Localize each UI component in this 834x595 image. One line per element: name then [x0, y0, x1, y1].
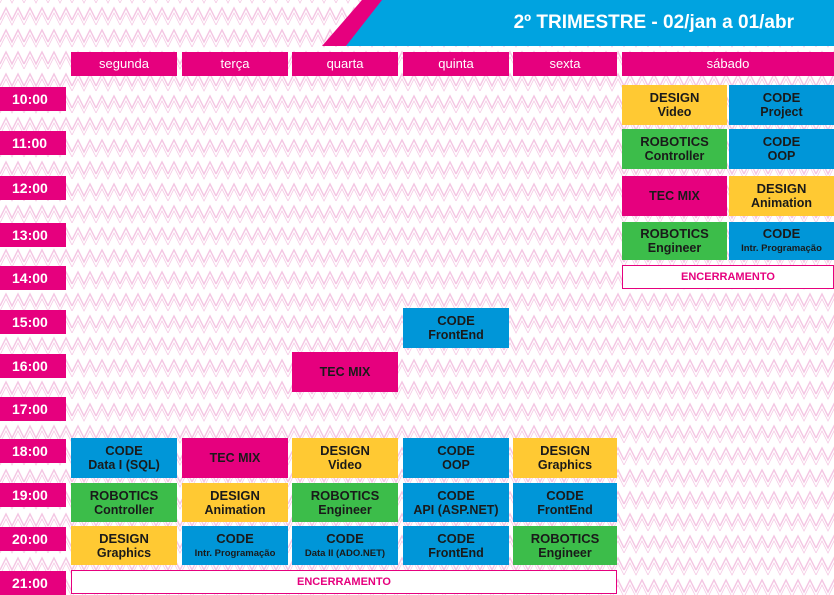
class-topic: FrontEnd: [428, 545, 484, 560]
class-category: ROBOTICS: [89, 487, 159, 503]
day-header-sexta: sexta: [513, 52, 617, 76]
class-block[interactable]: CODE FrontEnd: [403, 526, 509, 565]
class-topic: API (ASP.NET): [413, 502, 499, 517]
class-category: CODE: [437, 313, 475, 328]
class-block[interactable]: ROBOTICS Engineer: [513, 526, 617, 565]
day-header-segunda: segunda: [71, 52, 177, 76]
class-topic: Graphics: [537, 458, 593, 472]
class-topic: Engineer: [538, 545, 592, 560]
class-category: DESIGN: [210, 487, 260, 503]
class-category: ROBOTICS: [310, 487, 380, 503]
class-block[interactable]: DESIGN Video: [622, 85, 727, 125]
day-header-sabado: sábado: [622, 52, 834, 76]
class-block[interactable]: CODE Intr. Programação: [729, 222, 834, 260]
class-block[interactable]: ROBOTICS Controller: [622, 129, 727, 169]
class-category: CODE: [437, 443, 475, 458]
class-block[interactable]: CODE Intr. Programação: [182, 526, 288, 565]
day-header-quinta: quinta: [403, 52, 509, 76]
class-block[interactable]: DESIGN Animation: [729, 176, 834, 216]
class-category: CODE: [326, 530, 364, 546]
page-title: 2º TRIMESTRE - 02/jan a 01/abr: [513, 12, 794, 33]
class-category: DESIGN: [320, 443, 370, 458]
time-label-13: 13:00: [0, 223, 66, 247]
day-header-terca: terça: [182, 52, 288, 76]
class-topic: FrontEnd: [428, 328, 484, 342]
class-category: CODE: [437, 487, 475, 503]
time-label-12: 12:00: [0, 176, 66, 200]
time-label-18: 18:00: [0, 439, 66, 463]
class-block[interactable]: CODE FrontEnd: [403, 308, 509, 348]
class-block[interactable]: TEC MIX: [182, 438, 288, 478]
class-topic: Controller: [644, 149, 705, 163]
class-block[interactable]: CODE OOP: [729, 129, 834, 169]
time-label-20: 20:00: [0, 527, 66, 551]
class-topic: Engineer: [647, 241, 702, 255]
time-label-11: 11:00: [0, 131, 66, 155]
top-banner: [322, 0, 834, 46]
class-category: CODE: [105, 443, 143, 458]
class-category: DESIGN: [649, 90, 700, 105]
class-category: CODE: [216, 530, 254, 546]
class-block[interactable]: DESIGN Animation: [182, 483, 288, 522]
class-topic: Animation: [750, 196, 813, 210]
class-block[interactable]: DESIGN Graphics: [71, 526, 177, 565]
class-category: TEC MIX: [209, 450, 261, 465]
class-topic: Video: [328, 458, 362, 472]
time-label-19: 19:00: [0, 483, 66, 507]
class-category: CODE: [437, 530, 475, 546]
class-block[interactable]: CODE FrontEnd: [513, 483, 617, 522]
class-topic: Intr. Programação: [741, 243, 822, 254]
class-block[interactable]: ROBOTICS Controller: [71, 483, 177, 522]
class-block[interactable]: TEC MIX: [622, 176, 727, 216]
time-label-14: 14:00: [0, 266, 66, 290]
class-block[interactable]: ROBOTICS Engineer: [622, 222, 727, 260]
class-topic: Intr. Programação: [194, 547, 276, 559]
class-topic: FrontEnd: [537, 502, 593, 517]
class-topic: Graphics: [96, 545, 152, 560]
class-block[interactable]: CODE API (ASP.NET): [403, 483, 509, 522]
class-category: DESIGN: [540, 443, 590, 458]
class-category: ROBOTICS: [530, 530, 600, 546]
class-category: CODE: [546, 487, 584, 503]
time-label-15: 15:00: [0, 310, 66, 334]
class-category: TEC MIX: [319, 364, 371, 379]
class-topic: Video: [657, 105, 692, 119]
day-header-quarta: quarta: [292, 52, 398, 76]
class-block[interactable]: DESIGN Video: [292, 438, 398, 478]
class-category: ROBOTICS: [640, 226, 709, 241]
class-category: CODE: [762, 90, 801, 105]
class-block[interactable]: CODE Project: [729, 85, 834, 125]
class-category: DESIGN: [99, 530, 149, 546]
class-topic: Project: [760, 105, 803, 119]
class-topic: Data II (ADO.NET): [304, 547, 386, 559]
class-topic: OOP: [442, 458, 470, 472]
class-category: TEC MIX: [649, 188, 700, 203]
class-block[interactable]: CODE OOP: [403, 438, 509, 478]
closing-banner-saturday: ENCERRAMENTO: [622, 265, 834, 289]
class-block[interactable]: DESIGN Graphics: [513, 438, 617, 478]
class-category: DESIGN: [756, 181, 807, 196]
class-topic: Animation: [204, 502, 266, 517]
class-block[interactable]: TEC MIX: [292, 352, 398, 392]
class-topic: Controller: [94, 502, 154, 517]
time-label-10: 10:00: [0, 87, 66, 111]
class-block[interactable]: CODE Data I (SQL): [71, 438, 177, 478]
time-label-21: 21:00: [0, 571, 66, 595]
class-category: CODE: [762, 226, 801, 241]
class-block[interactable]: ROBOTICS Engineer: [292, 483, 398, 522]
class-block[interactable]: CODE Data II (ADO.NET): [292, 526, 398, 565]
class-category: ROBOTICS: [640, 134, 709, 149]
class-topic: Data I (SQL): [88, 458, 160, 472]
time-label-16: 16:00: [0, 354, 66, 378]
class-category: CODE: [762, 134, 801, 149]
closing-banner-weekday: ENCERRAMENTO: [71, 570, 617, 594]
class-topic: OOP: [767, 149, 796, 163]
time-label-17: 17:00: [0, 397, 66, 421]
class-topic: Engineer: [318, 502, 372, 517]
